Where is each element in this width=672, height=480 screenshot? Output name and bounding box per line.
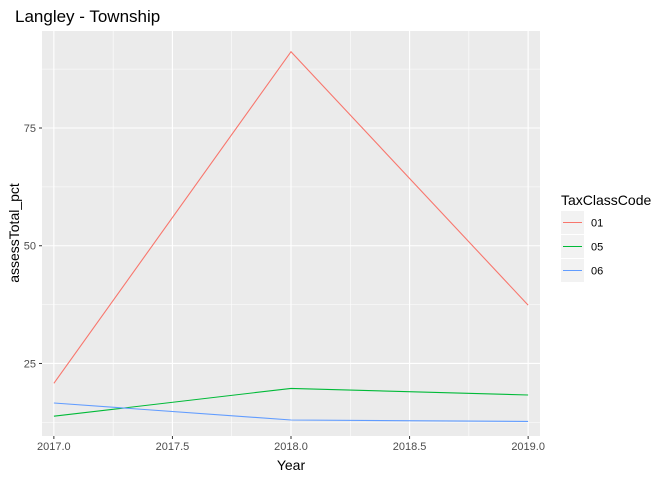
legend: TaxClassCode 01 05 06 bbox=[561, 192, 651, 282]
legend-title: TaxClassCode bbox=[561, 192, 651, 208]
legend-label-05: 05 bbox=[591, 242, 603, 254]
x-axis-ticks: 2017.0 2017.5 2018.0 2018.5 2019.0 bbox=[37, 436, 545, 453]
series-lines bbox=[53, 50, 529, 422]
x-axis-title: Year bbox=[277, 457, 306, 473]
y-axis-ticks: 25 50 75 bbox=[24, 123, 42, 370]
chart-title: Langley - Township bbox=[15, 7, 160, 26]
y-axis-title: assessTotal_pct bbox=[6, 183, 22, 283]
series-line-06 bbox=[53, 402, 529, 422]
y-tick-label: 75 bbox=[24, 123, 36, 135]
x-tick-label: 2018.5 bbox=[393, 441, 427, 453]
major-gridlines bbox=[42, 31, 540, 436]
legend-label-06: 06 bbox=[591, 266, 603, 278]
x-tick-label: 2019.0 bbox=[511, 441, 545, 453]
x-tick-label: 2017.0 bbox=[37, 441, 71, 453]
legend-label-01: 01 bbox=[591, 218, 603, 230]
series-line-01 bbox=[53, 50, 529, 384]
y-tick-label: 25 bbox=[24, 358, 36, 370]
series-line-05 bbox=[53, 387, 529, 417]
x-tick-label: 2018.0 bbox=[274, 441, 308, 453]
x-tick-label: 2017.5 bbox=[156, 441, 190, 453]
y-tick-label: 50 bbox=[24, 241, 36, 253]
